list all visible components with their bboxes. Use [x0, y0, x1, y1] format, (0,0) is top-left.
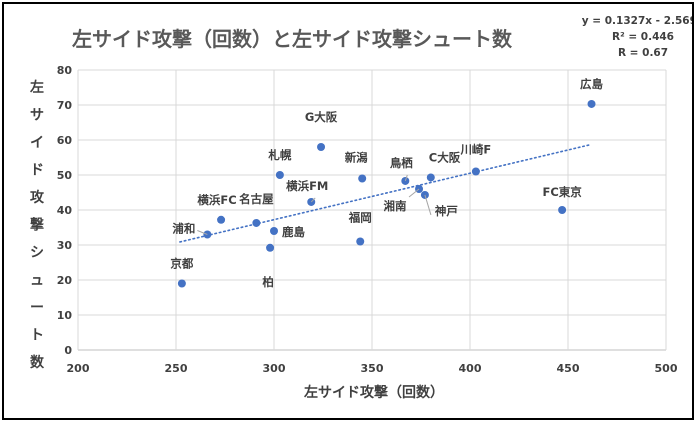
label-leader-line: [408, 188, 420, 198]
y-axis-label-char: シ: [30, 245, 44, 261]
point-label: 札幌: [267, 148, 291, 162]
data-point: [426, 173, 435, 182]
y-tick-label: 40: [57, 204, 73, 217]
data-point: [317, 143, 326, 151]
y-axis-label-char: ー: [30, 300, 44, 316]
x-tick-label: 450: [557, 362, 580, 375]
point-label: 広島: [580, 77, 603, 91]
y-tick-label: 10: [57, 309, 73, 322]
y-tick-label: 0: [64, 344, 72, 357]
point-label: 名古屋: [239, 192, 274, 206]
y-tick-label: 70: [57, 99, 73, 112]
label-leader-line: [424, 194, 432, 216]
point-label: 京都: [170, 257, 193, 271]
y-axis-label-char: イ: [30, 135, 44, 151]
y-tick-label: 60: [57, 134, 73, 147]
x-tick-label: 500: [655, 362, 678, 375]
y-tick-label: 30: [57, 239, 73, 252]
point-label: 神戸: [435, 204, 458, 218]
point-label: G大阪: [305, 110, 338, 124]
label-leader-line: [310, 197, 316, 203]
y-axis-label-char: ド: [30, 163, 44, 179]
point-label: 横浜FC: [197, 193, 236, 207]
trendline: [179, 143, 593, 243]
x-tick-label: 200: [67, 362, 90, 375]
y-tick-label: 80: [57, 64, 73, 77]
x-tick-label: 400: [459, 362, 482, 375]
y-axis-label-char: ト: [30, 328, 44, 344]
data-point: [471, 167, 480, 176]
y-axis-label-char: 攻: [30, 189, 45, 206]
axis-ticks: 0 10 20 30 40 50 60 70 80 200 250 300 350 400 450 500: [57, 64, 678, 375]
label-leader-line: [404, 174, 408, 182]
data-point: [252, 218, 261, 227]
y-axis-label-char: 左: [29, 79, 44, 96]
y-tick-label: 20: [57, 274, 73, 287]
data-point: [358, 174, 367, 183]
y-axis-label-char: 撃: [30, 217, 44, 234]
point-label: 福岡: [348, 211, 372, 225]
point-label: 鳥栖: [390, 156, 413, 170]
label-leader-line: [197, 230, 208, 235]
scatter-chart: 左サイド攻撃（回数）と左サイド攻撃シュート数 y = 0.1327x - 2.5…: [29, 15, 692, 401]
point-label: 川崎F: [459, 143, 491, 157]
data-point: [217, 215, 226, 224]
r-squared-label: R² = 0.446: [612, 31, 674, 43]
trendline-group: [179, 143, 593, 243]
data-point: [587, 99, 596, 108]
point-label: 新潟: [345, 151, 368, 165]
y-tick-label: 50: [57, 169, 73, 182]
data-point: [266, 243, 275, 252]
grid-lines: [77, 69, 667, 351]
point-label: 鹿島: [282, 225, 305, 239]
data-point: [270, 227, 278, 235]
point-label: 浦和: [172, 222, 195, 236]
data-point: [177, 279, 186, 288]
y-axis-label-char: ュ: [30, 273, 44, 289]
point-label: 柏: [262, 275, 274, 289]
point-label: 湘南: [384, 199, 407, 213]
correlation-label: R = 0.67: [618, 47, 668, 59]
point-label: 横浜FM: [286, 179, 328, 193]
trendline-equation: y = 0.1327x - 2.5691: [582, 15, 692, 27]
x-tick-label: 250: [165, 362, 188, 375]
x-tick-label: 350: [361, 362, 384, 375]
chart-title: 左サイド攻撃（回数）と左サイド攻撃シュート数: [72, 27, 513, 51]
x-tick-label: 300: [263, 362, 286, 375]
y-axis-label: 左サイド攻撃シュート数: [29, 79, 45, 371]
y-axis-label-char: 数: [30, 354, 45, 371]
data-point: [356, 237, 365, 246]
data-point: [275, 171, 284, 179]
chart-frame: 左サイド攻撃（回数）と左サイド攻撃シュート数 y = 0.1327x - 2.5…: [2, 2, 694, 420]
y-axis-label-char: サ: [30, 108, 44, 124]
point-label: C大阪: [429, 150, 461, 164]
x-axis-label: 左サイド攻撃（回数）: [303, 384, 444, 401]
data-point: [558, 206, 567, 214]
point-label: FC東京: [542, 185, 582, 199]
